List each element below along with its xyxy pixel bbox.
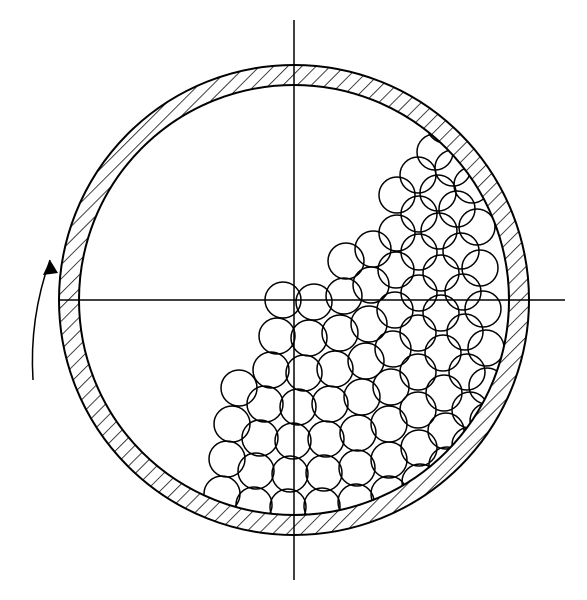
drum-shell [59,65,529,535]
mill-cross-section-diagram [0,0,587,600]
rotation-arrow [32,260,58,380]
